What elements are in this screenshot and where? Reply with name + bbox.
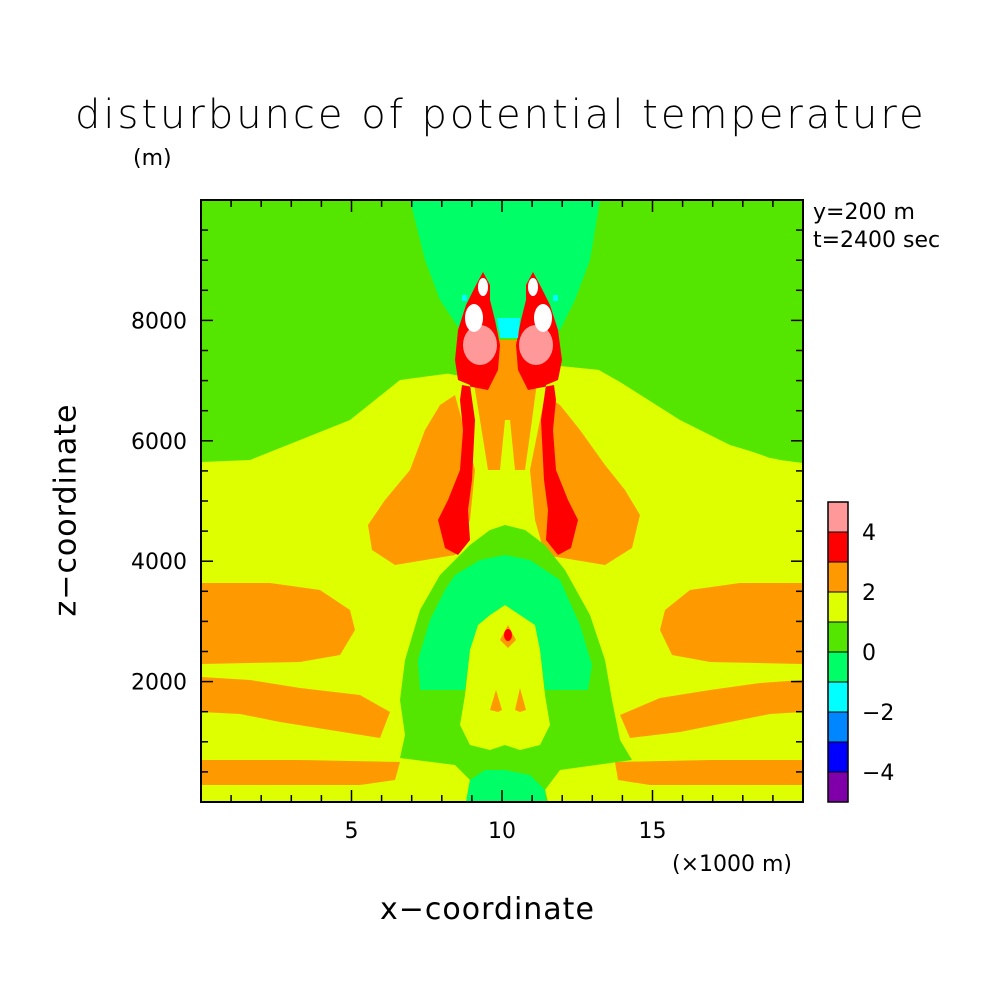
- colorbar-swatch: [827, 501, 849, 533]
- x-tick-label: 15: [639, 819, 667, 844]
- region-tip-left: [478, 278, 488, 296]
- colorbar-swatch: [827, 741, 849, 773]
- colorbar-swatch: [827, 771, 849, 803]
- x-axis-label: x−coordinate: [380, 892, 595, 927]
- y-tick-label: 6000: [131, 430, 187, 455]
- x-unit-label: (×1000 m): [672, 852, 793, 877]
- region-level-m2-m1-center: [497, 318, 520, 338]
- colorbar-swatch: [827, 531, 849, 563]
- region-level-m1-0-bottom: [466, 770, 546, 802]
- colorbar-tick-label: 0: [862, 641, 876, 666]
- y-tick-label: 8000: [131, 309, 187, 334]
- y-tick-label: 2000: [131, 671, 187, 696]
- region-level-2-3-mid-right: [515, 688, 526, 712]
- colorbar-swatch: [827, 591, 849, 623]
- colorbar: −4 −2 0 2 4: [827, 501, 894, 803]
- colorbar-swatch: [827, 651, 849, 683]
- colorbar-tick-label: 2: [862, 581, 876, 606]
- region-level-4-5-left-head: [463, 325, 497, 365]
- colorbar-swatch: [827, 621, 849, 653]
- region-level-3-4-spot: [504, 629, 512, 641]
- region-level-2-3-band-right-mid: [620, 680, 803, 738]
- region-level-4-5-right-head: [519, 325, 553, 365]
- colorbar-swatch: [827, 711, 849, 743]
- colorbar-tick-label: −4: [862, 761, 894, 786]
- region-tip-right: [528, 278, 538, 296]
- region-level-m2-m1-patch: [462, 295, 467, 301]
- plot-frame: 5 10 15 2000 4000 6000 8000: [131, 199, 804, 844]
- region-level-2-3-band-left-low: [201, 760, 400, 785]
- region-level-2-3-band-right-low: [615, 760, 803, 785]
- annotation-y: y=200 m: [813, 200, 915, 225]
- colorbar-tick-label: 4: [862, 521, 876, 546]
- region-level-m1-0-top: [410, 200, 600, 330]
- chart-title: disturbunce of potential temperature: [75, 92, 927, 138]
- x-tick-label: 10: [488, 819, 516, 844]
- region-level-2-3-band-left-mid: [201, 677, 390, 738]
- region-level-m2-m1-patch: [553, 295, 558, 301]
- colorbar-tick-label: −2: [862, 701, 894, 726]
- colorbar-swatch: [827, 561, 849, 593]
- colorbar-swatch: [827, 681, 849, 713]
- region-level-2-3-band-left-upper: [201, 583, 355, 664]
- x-tick-label: 5: [345, 819, 359, 844]
- contour-plot: [201, 200, 803, 802]
- y-tick-label: 4000: [131, 550, 187, 575]
- region-core-right: [534, 304, 552, 332]
- region-level-1-2-mid: [460, 605, 550, 750]
- colorbar-border: [827, 501, 849, 803]
- y-unit-label: (m): [133, 146, 172, 171]
- region-level-2-3-band-right-upper: [660, 583, 803, 664]
- annotation-t: t=2400 sec: [813, 228, 941, 253]
- region-level-2-3-mid-left: [490, 690, 502, 712]
- region-core-left: [465, 304, 483, 332]
